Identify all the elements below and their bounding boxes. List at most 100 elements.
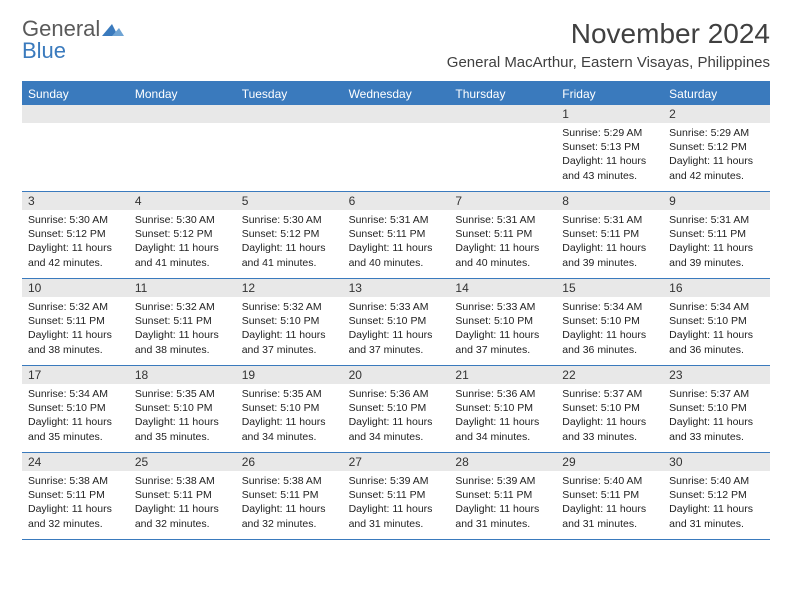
calendar-cell: 23Sunrise: 5:37 AMSunset: 5:10 PMDayligh… [663,366,770,452]
calendar-cell: 5Sunrise: 5:30 AMSunset: 5:12 PMDaylight… [236,192,343,278]
calendar-cell: 8Sunrise: 5:31 AMSunset: 5:11 PMDaylight… [556,192,663,278]
day-number: 12 [236,279,343,297]
calendar-page: General Blue November 2024 General MacAr… [0,0,792,550]
day-number: 28 [449,453,556,471]
calendar-cell: 11Sunrise: 5:32 AMSunset: 5:11 PMDayligh… [129,279,236,365]
calendar-cell: 3Sunrise: 5:30 AMSunset: 5:12 PMDaylight… [22,192,129,278]
calendar-cell: 10Sunrise: 5:32 AMSunset: 5:11 PMDayligh… [22,279,129,365]
calendar-cell: 4Sunrise: 5:30 AMSunset: 5:12 PMDaylight… [129,192,236,278]
day-number [449,105,556,123]
day-body: Sunrise: 5:29 AMSunset: 5:13 PMDaylight:… [556,123,663,187]
day-body: Sunrise: 5:34 AMSunset: 5:10 PMDaylight:… [556,297,663,361]
day-number: 4 [129,192,236,210]
logo-text: General Blue [22,18,124,62]
day-body: Sunrise: 5:31 AMSunset: 5:11 PMDaylight:… [663,210,770,274]
calendar-week: 24Sunrise: 5:38 AMSunset: 5:11 PMDayligh… [22,453,770,540]
day-number: 10 [22,279,129,297]
day-number: 17 [22,366,129,384]
day-number: 26 [236,453,343,471]
calendar-cell: 21Sunrise: 5:36 AMSunset: 5:10 PMDayligh… [449,366,556,452]
day-number: 14 [449,279,556,297]
calendar-cell: 2Sunrise: 5:29 AMSunset: 5:12 PMDaylight… [663,105,770,191]
day-number [129,105,236,123]
day-body: Sunrise: 5:30 AMSunset: 5:12 PMDaylight:… [129,210,236,274]
day-number: 11 [129,279,236,297]
day-body: Sunrise: 5:37 AMSunset: 5:10 PMDaylight:… [663,384,770,448]
logo-text2: Blue [22,38,66,63]
day-number: 16 [663,279,770,297]
calendar: SundayMondayTuesdayWednesdayThursdayFrid… [22,81,770,540]
day-body [236,123,343,183]
calendar-cell: 15Sunrise: 5:34 AMSunset: 5:10 PMDayligh… [556,279,663,365]
calendar-week: 10Sunrise: 5:32 AMSunset: 5:11 PMDayligh… [22,279,770,366]
calendar-cell: 14Sunrise: 5:33 AMSunset: 5:10 PMDayligh… [449,279,556,365]
day-number: 22 [556,366,663,384]
calendar-cell: 18Sunrise: 5:35 AMSunset: 5:10 PMDayligh… [129,366,236,452]
day-body: Sunrise: 5:32 AMSunset: 5:10 PMDaylight:… [236,297,343,361]
day-body: Sunrise: 5:40 AMSunset: 5:11 PMDaylight:… [556,471,663,535]
calendar-cell: 27Sunrise: 5:39 AMSunset: 5:11 PMDayligh… [343,453,450,539]
calendar-cell: 1Sunrise: 5:29 AMSunset: 5:13 PMDaylight… [556,105,663,191]
calendar-cell: 17Sunrise: 5:34 AMSunset: 5:10 PMDayligh… [22,366,129,452]
day-body: Sunrise: 5:32 AMSunset: 5:11 PMDaylight:… [129,297,236,361]
day-number: 6 [343,192,450,210]
day-number: 7 [449,192,556,210]
calendar-cell [236,105,343,191]
calendar-cell: 29Sunrise: 5:40 AMSunset: 5:11 PMDayligh… [556,453,663,539]
day-body: Sunrise: 5:34 AMSunset: 5:10 PMDaylight:… [22,384,129,448]
day-header-cell: Tuesday [236,83,343,105]
calendar-cell: 22Sunrise: 5:37 AMSunset: 5:10 PMDayligh… [556,366,663,452]
day-body: Sunrise: 5:33 AMSunset: 5:10 PMDaylight:… [449,297,556,361]
calendar-cell: 6Sunrise: 5:31 AMSunset: 5:11 PMDaylight… [343,192,450,278]
calendar-cell: 19Sunrise: 5:35 AMSunset: 5:10 PMDayligh… [236,366,343,452]
day-number: 21 [449,366,556,384]
day-number: 18 [129,366,236,384]
day-header-row: SundayMondayTuesdayWednesdayThursdayFrid… [22,83,770,105]
day-header-cell: Saturday [663,83,770,105]
page-title: November 2024 [447,18,770,50]
calendar-cell [129,105,236,191]
day-number [236,105,343,123]
day-number: 2 [663,105,770,123]
calendar-cell: 30Sunrise: 5:40 AMSunset: 5:12 PMDayligh… [663,453,770,539]
day-number: 3 [22,192,129,210]
calendar-cell: 9Sunrise: 5:31 AMSunset: 5:11 PMDaylight… [663,192,770,278]
day-body: Sunrise: 5:31 AMSunset: 5:11 PMDaylight:… [556,210,663,274]
day-number: 25 [129,453,236,471]
day-number: 9 [663,192,770,210]
day-body [343,123,450,183]
day-number: 13 [343,279,450,297]
calendar-cell: 12Sunrise: 5:32 AMSunset: 5:10 PMDayligh… [236,279,343,365]
day-body: Sunrise: 5:35 AMSunset: 5:10 PMDaylight:… [236,384,343,448]
day-header-cell: Sunday [22,83,129,105]
day-header-cell: Friday [556,83,663,105]
day-number: 27 [343,453,450,471]
calendar-cell: 16Sunrise: 5:34 AMSunset: 5:10 PMDayligh… [663,279,770,365]
calendar-cell [449,105,556,191]
day-number: 1 [556,105,663,123]
day-body: Sunrise: 5:35 AMSunset: 5:10 PMDaylight:… [129,384,236,448]
page-subtitle: General MacArthur, Eastern Visayas, Phil… [447,54,770,71]
day-number: 30 [663,453,770,471]
day-body: Sunrise: 5:30 AMSunset: 5:12 PMDaylight:… [236,210,343,274]
day-number: 23 [663,366,770,384]
calendar-cell: 20Sunrise: 5:36 AMSunset: 5:10 PMDayligh… [343,366,450,452]
calendar-week: 3Sunrise: 5:30 AMSunset: 5:12 PMDaylight… [22,192,770,279]
day-header-cell: Thursday [449,83,556,105]
day-body: Sunrise: 5:32 AMSunset: 5:11 PMDaylight:… [22,297,129,361]
day-body: Sunrise: 5:31 AMSunset: 5:11 PMDaylight:… [449,210,556,274]
day-body: Sunrise: 5:33 AMSunset: 5:10 PMDaylight:… [343,297,450,361]
calendar-cell: 13Sunrise: 5:33 AMSunset: 5:10 PMDayligh… [343,279,450,365]
day-body: Sunrise: 5:36 AMSunset: 5:10 PMDaylight:… [449,384,556,448]
calendar-cell: 26Sunrise: 5:38 AMSunset: 5:11 PMDayligh… [236,453,343,539]
day-body: Sunrise: 5:38 AMSunset: 5:11 PMDaylight:… [22,471,129,535]
day-header-cell: Wednesday [343,83,450,105]
day-body [22,123,129,183]
day-body [449,123,556,183]
calendar-cell: 7Sunrise: 5:31 AMSunset: 5:11 PMDaylight… [449,192,556,278]
day-body: Sunrise: 5:30 AMSunset: 5:12 PMDaylight:… [22,210,129,274]
day-body: Sunrise: 5:36 AMSunset: 5:10 PMDaylight:… [343,384,450,448]
day-body: Sunrise: 5:40 AMSunset: 5:12 PMDaylight:… [663,471,770,535]
calendar-cell [343,105,450,191]
calendar-week: 1Sunrise: 5:29 AMSunset: 5:13 PMDaylight… [22,105,770,192]
